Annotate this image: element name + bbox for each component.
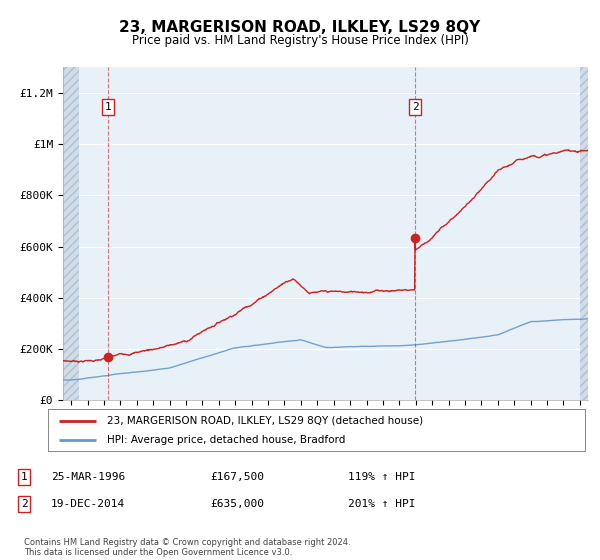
Text: 119% ↑ HPI: 119% ↑ HPI [348, 472, 415, 482]
Text: 201% ↑ HPI: 201% ↑ HPI [348, 499, 415, 509]
Text: 2: 2 [412, 102, 419, 112]
Text: £167,500: £167,500 [210, 472, 264, 482]
Text: 2: 2 [20, 499, 28, 509]
Text: £635,000: £635,000 [210, 499, 264, 509]
Text: Price paid vs. HM Land Registry's House Price Index (HPI): Price paid vs. HM Land Registry's House … [131, 34, 469, 46]
Text: 1: 1 [104, 102, 111, 112]
Text: Contains HM Land Registry data © Crown copyright and database right 2024.
This d: Contains HM Land Registry data © Crown c… [24, 538, 350, 557]
Bar [63, 67, 79, 400]
Text: 23, MARGERISON ROAD, ILKLEY, LS29 8QY: 23, MARGERISON ROAD, ILKLEY, LS29 8QY [119, 20, 481, 35]
Text: HPI: Average price, detached house, Bradford: HPI: Average price, detached house, Brad… [107, 435, 346, 445]
Text: 1: 1 [20, 472, 28, 482]
Text: 23, MARGERISON ROAD, ILKLEY, LS29 8QY (detached house): 23, MARGERISON ROAD, ILKLEY, LS29 8QY (d… [107, 416, 423, 426]
Text: 19-DEC-2014: 19-DEC-2014 [51, 499, 125, 509]
Bar [580, 67, 588, 400]
Text: 25-MAR-1996: 25-MAR-1996 [51, 472, 125, 482]
